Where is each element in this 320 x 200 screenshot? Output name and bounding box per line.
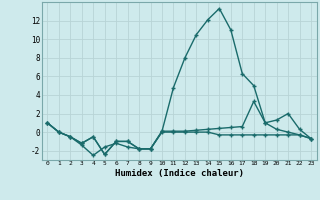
X-axis label: Humidex (Indice chaleur): Humidex (Indice chaleur): [115, 169, 244, 178]
